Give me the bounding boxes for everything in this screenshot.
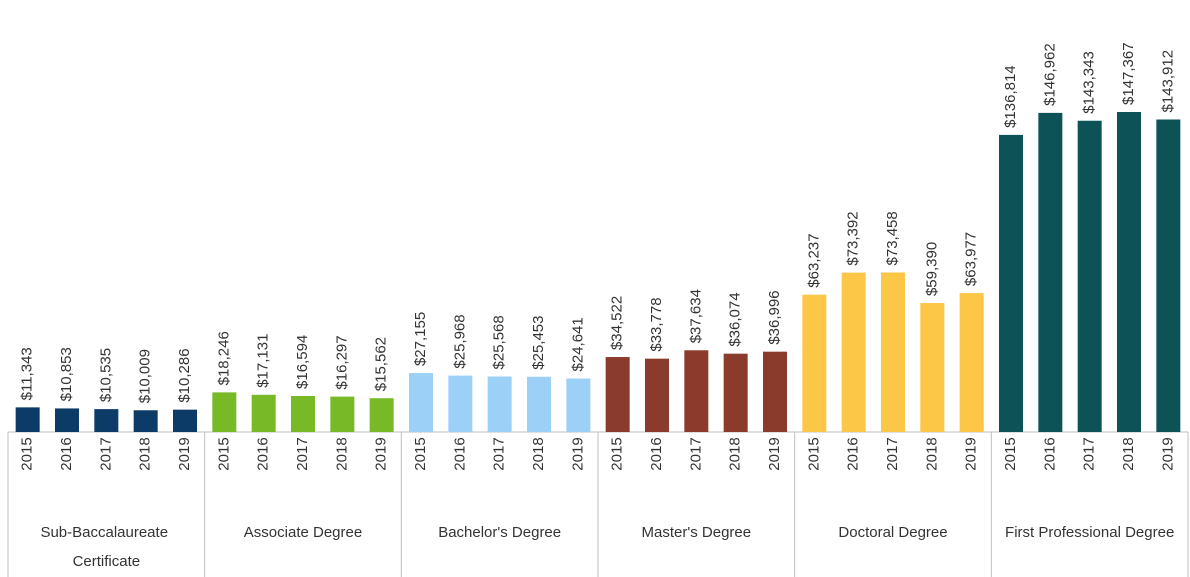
x-tick-label: 2015 bbox=[1002, 437, 1019, 470]
data-label: $25,453 bbox=[530, 315, 547, 369]
data-label: $147,367 bbox=[1120, 42, 1137, 105]
data-label: $10,009 bbox=[137, 349, 154, 403]
bar bbox=[527, 376, 551, 432]
bar bbox=[723, 353, 748, 432]
x-tick-label: 2017 bbox=[687, 437, 704, 470]
bar bbox=[55, 408, 79, 432]
x-tick-label: 2017 bbox=[884, 437, 901, 470]
bar bbox=[1156, 119, 1181, 433]
x-tick-label: 2019 bbox=[766, 437, 783, 470]
data-label: $11,343 bbox=[19, 347, 36, 400]
x-tick-label: 2019 bbox=[373, 437, 390, 470]
bar bbox=[1117, 112, 1141, 432]
data-label: $63,237 bbox=[805, 233, 822, 287]
bar bbox=[920, 303, 945, 432]
bar bbox=[684, 350, 709, 432]
x-tick-label: 2016 bbox=[648, 437, 665, 470]
data-label: $10,535 bbox=[97, 348, 114, 402]
data-label: $10,853 bbox=[58, 347, 75, 401]
bar bbox=[15, 407, 40, 432]
bar bbox=[409, 373, 433, 432]
group-label: Doctoral Degree bbox=[838, 524, 947, 541]
bar bbox=[959, 293, 984, 432]
data-label: $36,996 bbox=[766, 290, 783, 344]
data-label: $10,286 bbox=[176, 348, 193, 402]
x-tick-label: 2017 bbox=[294, 437, 311, 470]
data-label: $24,641 bbox=[569, 317, 586, 371]
bar bbox=[645, 358, 669, 432]
bar bbox=[1038, 112, 1063, 432]
x-tick-label: 2017 bbox=[491, 437, 508, 470]
data-label: $25,968 bbox=[451, 314, 468, 368]
x-tick-label: 2015 bbox=[805, 437, 822, 470]
x-tick-label: 2018 bbox=[727, 437, 744, 470]
data-label: $59,390 bbox=[923, 242, 940, 296]
bar bbox=[566, 378, 591, 432]
bar bbox=[251, 394, 276, 432]
data-label: $15,562 bbox=[373, 337, 390, 391]
data-label: $27,155 bbox=[412, 312, 429, 366]
bar bbox=[448, 375, 473, 432]
x-tick-label: 2018 bbox=[137, 437, 154, 470]
bar bbox=[487, 376, 512, 432]
bar bbox=[881, 272, 905, 432]
data-label: $36,074 bbox=[727, 292, 744, 346]
bar bbox=[330, 396, 355, 432]
data-label: $18,246 bbox=[215, 331, 232, 385]
data-label: $143,912 bbox=[1159, 50, 1176, 113]
data-label: $16,297 bbox=[333, 335, 350, 389]
data-label: $73,392 bbox=[845, 211, 862, 265]
bar bbox=[133, 410, 158, 432]
group-label: Associate Degree bbox=[244, 524, 362, 541]
data-label: $17,131 bbox=[255, 334, 272, 388]
x-tick-label: 2017 bbox=[97, 437, 114, 470]
x-tick-label: 2019 bbox=[569, 437, 586, 470]
data-label: $146,962 bbox=[1041, 43, 1058, 106]
data-label: $34,522 bbox=[609, 296, 626, 350]
data-label: $63,977 bbox=[963, 232, 980, 286]
group-label: Bachelor's Degree bbox=[438, 524, 561, 541]
data-label: $37,634 bbox=[687, 289, 704, 343]
x-tick-label: 2018 bbox=[333, 437, 350, 470]
bar bbox=[763, 351, 787, 432]
data-label: $16,594 bbox=[294, 335, 311, 389]
group-label: First Professional Degree bbox=[1005, 524, 1174, 541]
x-tick-label: 2018 bbox=[923, 437, 940, 470]
data-label: $33,778 bbox=[648, 297, 665, 351]
data-label: $25,568 bbox=[491, 315, 508, 369]
data-label: $143,343 bbox=[1081, 51, 1098, 114]
bar bbox=[1077, 120, 1102, 432]
x-tick-label: 2016 bbox=[845, 437, 862, 470]
x-tick-label: 2016 bbox=[255, 437, 272, 470]
bar bbox=[291, 395, 315, 432]
x-tick-label: 2018 bbox=[530, 437, 547, 470]
bar bbox=[841, 272, 866, 432]
x-tick-label: 2015 bbox=[215, 437, 232, 470]
bar bbox=[173, 409, 197, 432]
bar bbox=[605, 357, 630, 432]
data-label: $136,814 bbox=[1002, 65, 1019, 128]
bar bbox=[802, 294, 827, 432]
x-tick-label: 2018 bbox=[1120, 437, 1137, 470]
bar bbox=[369, 398, 394, 432]
x-tick-label: 2015 bbox=[412, 437, 429, 470]
bar bbox=[94, 409, 119, 432]
x-tick-label: 2019 bbox=[963, 437, 980, 470]
x-tick-label: 2019 bbox=[1159, 437, 1176, 470]
x-tick-label: 2016 bbox=[451, 437, 468, 470]
x-tick-label: 2015 bbox=[19, 437, 36, 470]
x-tick-label: 2016 bbox=[1041, 437, 1058, 470]
x-tick-label: 2019 bbox=[176, 437, 193, 470]
group-label: Master's Degree bbox=[642, 524, 752, 541]
x-tick-label: 2015 bbox=[609, 437, 626, 470]
x-tick-label: 2017 bbox=[1081, 437, 1098, 470]
group-label: Sub-Baccalaureate Certificate bbox=[40, 524, 172, 570]
bar bbox=[999, 134, 1023, 432]
x-tick-label: 2016 bbox=[58, 437, 75, 470]
data-label: $73,458 bbox=[884, 211, 901, 265]
bar bbox=[212, 392, 237, 432]
